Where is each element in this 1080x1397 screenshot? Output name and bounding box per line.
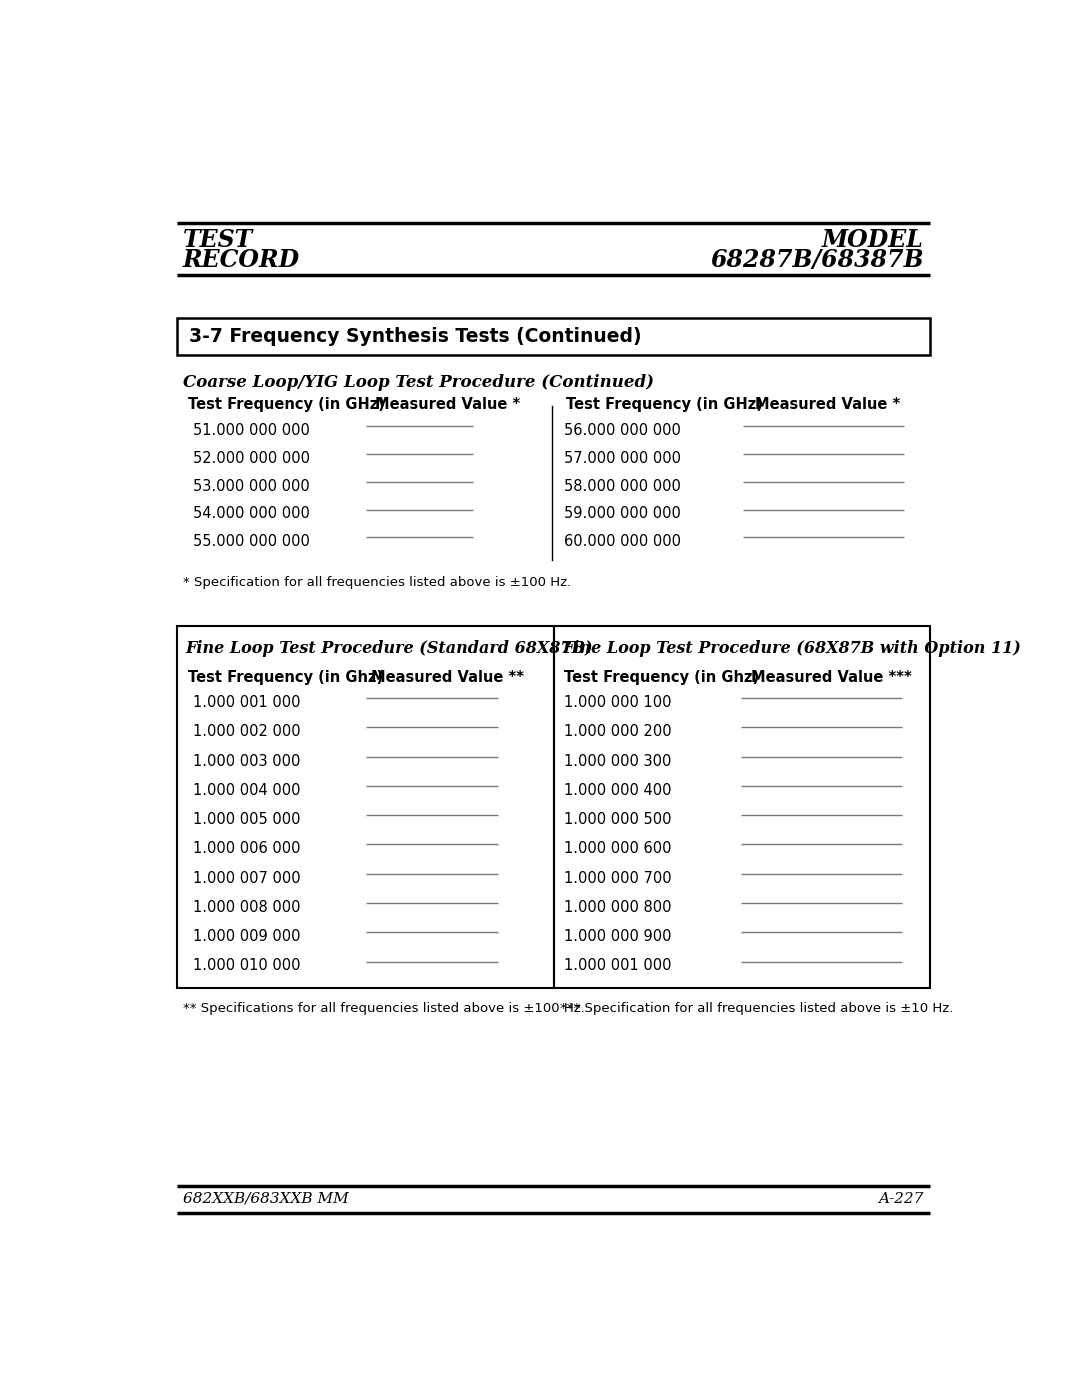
- Text: 1.000 000 900: 1.000 000 900: [564, 929, 671, 944]
- Text: 59.000 000 000: 59.000 000 000: [564, 507, 680, 521]
- Text: 55.000 000 000: 55.000 000 000: [193, 534, 310, 549]
- Text: Fine Loop Test Procedure (Standard 68X87B): Fine Loop Test Procedure (Standard 68X87…: [186, 640, 593, 657]
- Text: RECORD: RECORD: [183, 247, 300, 272]
- Text: 1.000 004 000: 1.000 004 000: [193, 782, 300, 798]
- Text: 1.000 010 000: 1.000 010 000: [193, 958, 300, 974]
- Text: 58.000 000 000: 58.000 000 000: [564, 479, 680, 493]
- Bar: [177, 626, 554, 988]
- Text: Measured Value *: Measured Value *: [375, 397, 521, 412]
- Text: A-227: A-227: [878, 1192, 924, 1206]
- Text: 56.000 000 000: 56.000 000 000: [564, 423, 680, 439]
- Text: Test Frequency (in Ghz): Test Frequency (in Ghz): [564, 671, 759, 686]
- Text: 1.000 000 700: 1.000 000 700: [564, 870, 671, 886]
- Text: 1.000 002 000: 1.000 002 000: [193, 725, 300, 739]
- Text: Measured Value *: Measured Value *: [755, 397, 901, 412]
- Text: 52.000 000 000: 52.000 000 000: [193, 451, 310, 467]
- Text: MODEL: MODEL: [822, 228, 924, 251]
- Text: 68287B/68387B: 68287B/68387B: [711, 247, 924, 272]
- Bar: [177, 317, 930, 355]
- Text: Test Frequency (in Ghz): Test Frequency (in Ghz): [188, 671, 382, 686]
- Text: Test Frequency (in GHz): Test Frequency (in GHz): [566, 397, 762, 412]
- Text: 51.000 000 000: 51.000 000 000: [193, 423, 310, 439]
- Text: 57.000 000 000: 57.000 000 000: [564, 451, 680, 467]
- Text: 1.000 001 000: 1.000 001 000: [193, 696, 300, 710]
- Bar: [554, 626, 930, 988]
- Text: 1.000 001 000: 1.000 001 000: [564, 958, 671, 974]
- Text: 1.000 007 000: 1.000 007 000: [193, 870, 300, 886]
- Text: 1.000 000 600: 1.000 000 600: [564, 841, 671, 856]
- Text: *** Specification for all frequencies listed above is ±10 Hz.: *** Specification for all frequencies li…: [559, 1002, 953, 1014]
- Text: 1.000 009 000: 1.000 009 000: [193, 929, 300, 944]
- Text: 1.000 008 000: 1.000 008 000: [193, 900, 300, 915]
- Text: * Specification for all frequencies listed above is ±100 Hz.: * Specification for all frequencies list…: [183, 576, 571, 588]
- Text: 682XXB/683XXB MM: 682XXB/683XXB MM: [183, 1192, 349, 1206]
- Text: 3-7 Frequency Synthesis Tests (Continued): 3-7 Frequency Synthesis Tests (Continued…: [189, 327, 642, 346]
- Text: Coarse Loop/YIG Loop Test Procedure (Continued): Coarse Loop/YIG Loop Test Procedure (Con…: [183, 374, 654, 391]
- Text: ** Specifications for all frequencies listed above is ±100 Hz.: ** Specifications for all frequencies li…: [183, 1002, 585, 1014]
- Text: 1.000 000 500: 1.000 000 500: [564, 812, 671, 827]
- Text: Fine Loop Test Procedure (68X87B with Option 11): Fine Loop Test Procedure (68X87B with Op…: [563, 640, 1022, 657]
- Text: 60.000 000 000: 60.000 000 000: [564, 534, 680, 549]
- Text: 1.000 006 000: 1.000 006 000: [193, 841, 300, 856]
- Text: Measured Value ***: Measured Value ***: [751, 671, 912, 686]
- Text: 54.000 000 000: 54.000 000 000: [193, 507, 310, 521]
- Text: TEST: TEST: [183, 228, 254, 251]
- Text: 1.000 000 100: 1.000 000 100: [564, 696, 671, 710]
- Text: 1.000 000 200: 1.000 000 200: [564, 725, 671, 739]
- Text: Test Frequency (in GHz): Test Frequency (in GHz): [188, 397, 384, 412]
- Text: 1.000 000 800: 1.000 000 800: [564, 900, 671, 915]
- Text: 1.000 000 300: 1.000 000 300: [564, 753, 671, 768]
- Text: Measured Value **: Measured Value **: [372, 671, 525, 686]
- Text: 1.000 005 000: 1.000 005 000: [193, 812, 300, 827]
- Text: 1.000 003 000: 1.000 003 000: [193, 753, 300, 768]
- Text: 1.000 000 400: 1.000 000 400: [564, 782, 671, 798]
- Text: 53.000 000 000: 53.000 000 000: [193, 479, 310, 493]
